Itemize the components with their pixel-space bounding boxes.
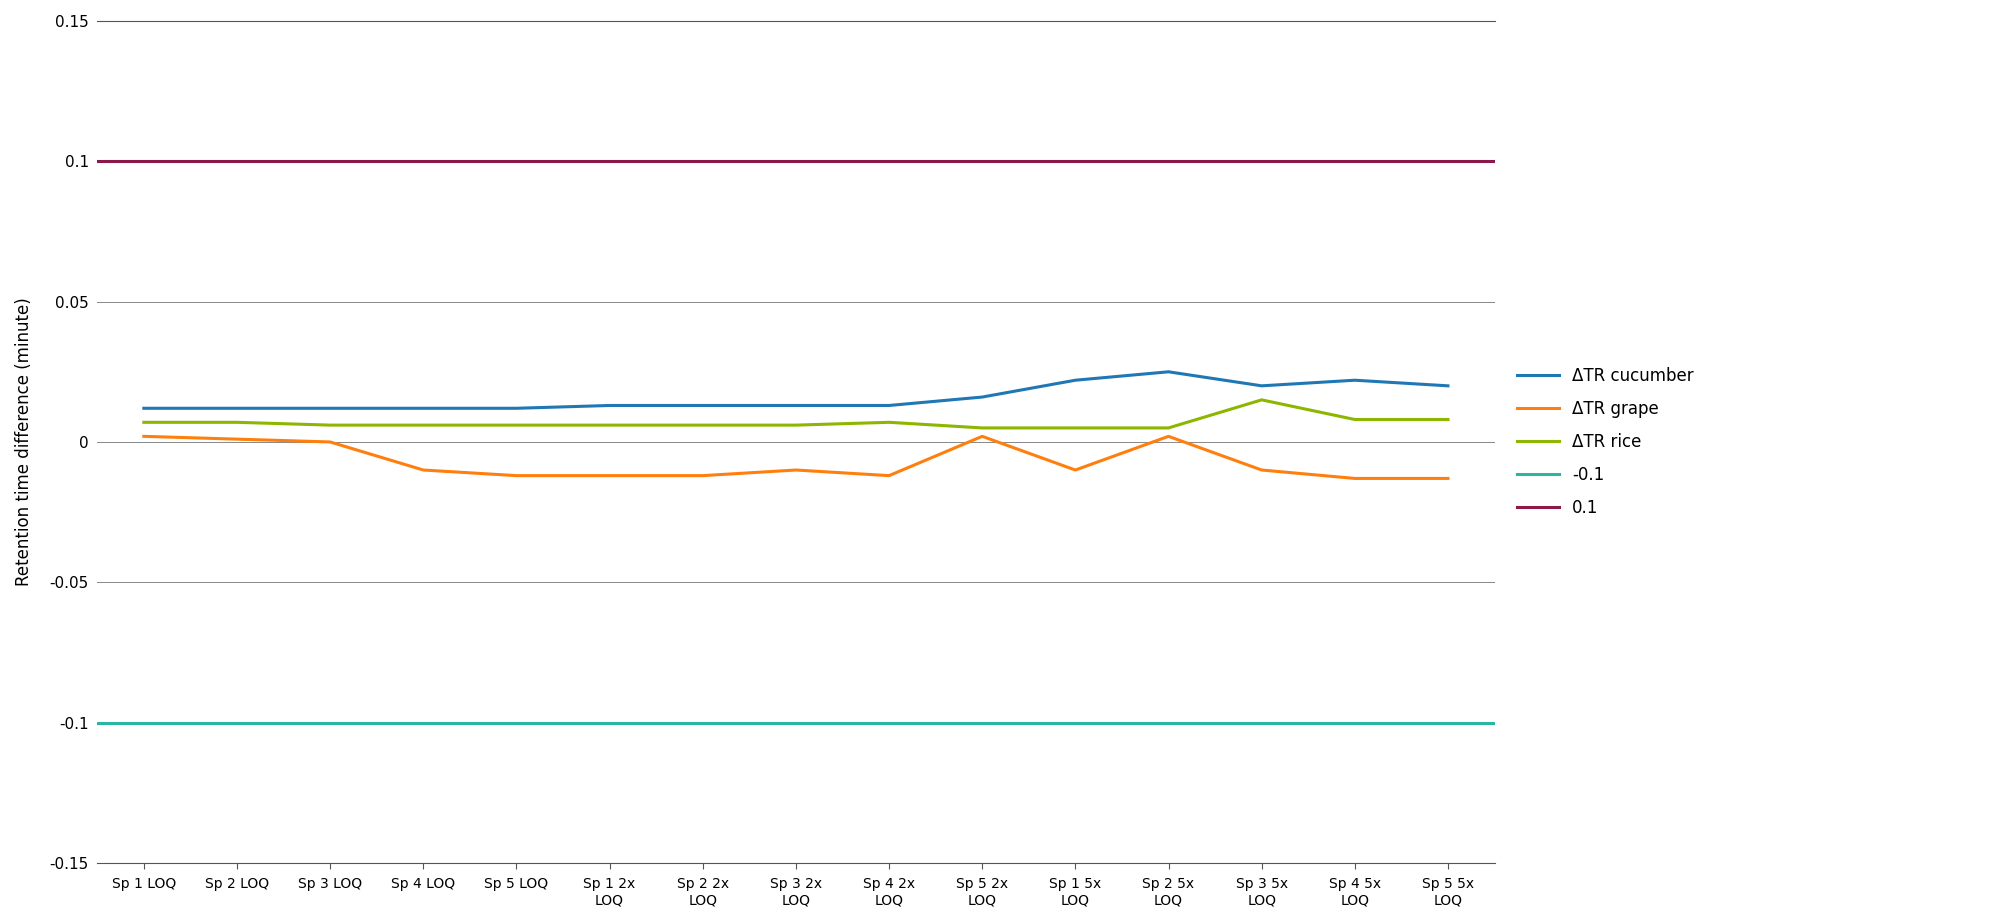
Line: ΔTR cucumber: ΔTR cucumber (144, 372, 1448, 408)
ΔTR grape (318, 436, 342, 447)
ΔTR rice (1436, 414, 1460, 425)
ΔTR cucumber (690, 400, 714, 411)
ΔTR grape (970, 431, 994, 442)
ΔTR cucumber (1156, 366, 1180, 377)
ΔTR rice (784, 420, 808, 431)
ΔTR cucumber (132, 403, 156, 414)
ΔTR grape (1064, 465, 1088, 476)
ΔTR cucumber (1250, 380, 1274, 391)
ΔTR rice (1156, 422, 1180, 433)
ΔTR grape (690, 470, 714, 481)
ΔTR grape (132, 431, 156, 442)
ΔTR cucumber (970, 392, 994, 403)
ΔTR rice (1064, 422, 1088, 433)
ΔTR grape (412, 465, 436, 476)
ΔTR rice (412, 420, 436, 431)
ΔTR rice (598, 420, 622, 431)
ΔTR cucumber (412, 403, 436, 414)
ΔTR cucumber (1342, 374, 1366, 385)
ΔTR rice (318, 420, 342, 431)
Legend: ΔTR cucumber, ΔTR grape, ΔTR rice, -0.1, 0.1: ΔTR cucumber, ΔTR grape, ΔTR rice, -0.1,… (1516, 367, 1694, 517)
ΔTR grape (1342, 473, 1366, 484)
ΔTR cucumber (784, 400, 808, 411)
ΔTR rice (1342, 414, 1366, 425)
ΔTR rice (224, 417, 248, 428)
ΔTR grape (224, 433, 248, 444)
ΔTR grape (784, 465, 808, 476)
ΔTR cucumber (318, 403, 342, 414)
ΔTR grape (504, 470, 528, 481)
ΔTR cucumber (1436, 380, 1460, 391)
ΔTR rice (878, 417, 902, 428)
ΔTR grape (1250, 465, 1274, 476)
ΔTR rice (1250, 395, 1274, 406)
ΔTR grape (598, 470, 622, 481)
ΔTR grape (878, 470, 902, 481)
Line: ΔTR rice: ΔTR rice (144, 400, 1448, 428)
ΔTR rice (132, 417, 156, 428)
ΔTR cucumber (878, 400, 902, 411)
ΔTR rice (690, 420, 714, 431)
Line: ΔTR grape: ΔTR grape (144, 436, 1448, 479)
ΔTR cucumber (504, 403, 528, 414)
Y-axis label: Retention time difference (minute): Retention time difference (minute) (14, 298, 32, 586)
ΔTR cucumber (1064, 374, 1088, 385)
ΔTR cucumber (598, 400, 622, 411)
ΔTR grape (1156, 431, 1180, 442)
ΔTR grape (1436, 473, 1460, 484)
ΔTR rice (970, 422, 994, 433)
ΔTR cucumber (224, 403, 248, 414)
ΔTR rice (504, 420, 528, 431)
